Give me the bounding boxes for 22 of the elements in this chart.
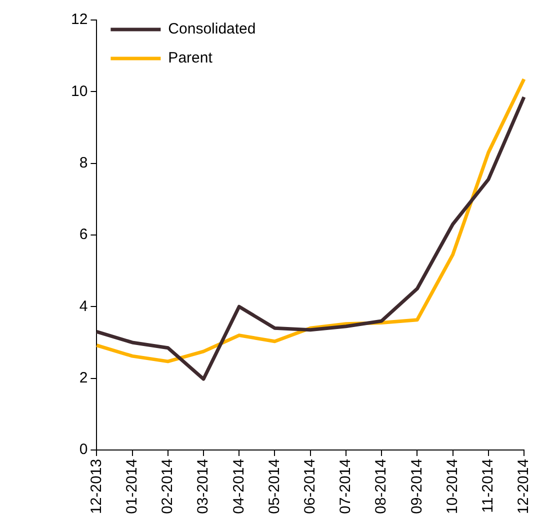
y-tick-label: 8 bbox=[79, 154, 88, 172]
legend-label: Consolidated bbox=[168, 20, 256, 38]
x-tick-label: 01-2014 bbox=[123, 458, 140, 514]
x-tick-label: 07-2014 bbox=[337, 458, 354, 514]
x-tick-label: 05-2014 bbox=[266, 458, 283, 514]
y-tick-label: 10 bbox=[70, 82, 88, 100]
y-tick-label: 2 bbox=[79, 369, 88, 386]
y-tick-label: 0 bbox=[79, 441, 88, 458]
y-tick-label: 4 bbox=[79, 298, 88, 315]
x-tick-label: 03-2014 bbox=[194, 458, 212, 514]
y-tick-label: 6 bbox=[79, 226, 88, 244]
x-tick-label: 02-2014 bbox=[159, 458, 176, 514]
x-tick-label: 10-2014 bbox=[444, 458, 461, 514]
x-tick-label: 08-2014 bbox=[372, 458, 390, 514]
x-tick-label: 04-2014 bbox=[230, 458, 248, 514]
x-tick-label: 12-2013 bbox=[88, 458, 105, 514]
x-tick-label: 12-2014 bbox=[515, 458, 532, 514]
x-tick-label: 06-2014 bbox=[301, 458, 318, 514]
x-tick-label: 09-2014 bbox=[408, 458, 426, 514]
x-tick-label: 11-2014 bbox=[480, 458, 497, 513]
y-tick-label: 12 bbox=[70, 11, 88, 28]
legend-label: Parent bbox=[168, 50, 214, 67]
